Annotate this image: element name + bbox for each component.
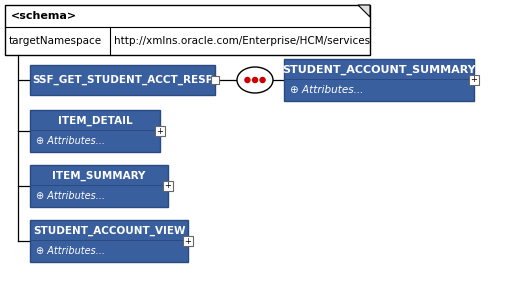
Text: ⊕ Attributes...: ⊕ Attributes... — [36, 246, 105, 256]
Circle shape — [245, 77, 250, 83]
Text: STUDENT_ACCOUNT_VIEW: STUDENT_ACCOUNT_VIEW — [33, 225, 185, 236]
Ellipse shape — [237, 67, 273, 93]
Text: ITEM_SUMMARY: ITEM_SUMMARY — [53, 170, 146, 181]
Text: STUDENT_ACCOUNT_SUMMARY: STUDENT_ACCOUNT_SUMMARY — [282, 64, 476, 75]
Bar — [30, 165, 168, 207]
Text: ⊕ Attributes...: ⊕ Attributes... — [290, 85, 363, 95]
Text: +: + — [157, 126, 163, 135]
Bar — [155, 126, 165, 136]
Bar — [30, 65, 215, 95]
Text: +: + — [185, 237, 191, 246]
Circle shape — [253, 77, 257, 83]
Text: +: + — [471, 76, 477, 84]
Bar — [469, 75, 479, 85]
Text: ⊕ Attributes...: ⊕ Attributes... — [36, 191, 105, 201]
Text: +: + — [164, 182, 172, 190]
Circle shape — [260, 77, 265, 83]
Bar — [284, 59, 474, 101]
Bar — [30, 220, 188, 262]
Text: http://xmlns.oracle.com/Enterprise/HCM/services: http://xmlns.oracle.com/Enterprise/HCM/s… — [114, 36, 370, 46]
Bar — [163, 181, 173, 191]
Text: ITEM_DETAIL: ITEM_DETAIL — [58, 115, 132, 126]
Text: <schema>: <schema> — [11, 11, 77, 21]
Text: targetNamespace: targetNamespace — [9, 36, 102, 46]
Text: SSF_GET_STUDENT_ACCT_RESP: SSF_GET_STUDENT_ACCT_RESP — [32, 75, 213, 85]
Bar — [183, 236, 193, 246]
Bar — [5, 5, 370, 55]
Text: ⊕ Attributes...: ⊕ Attributes... — [36, 136, 105, 146]
Polygon shape — [358, 5, 370, 17]
Bar — [211, 76, 219, 84]
Bar — [30, 110, 160, 152]
